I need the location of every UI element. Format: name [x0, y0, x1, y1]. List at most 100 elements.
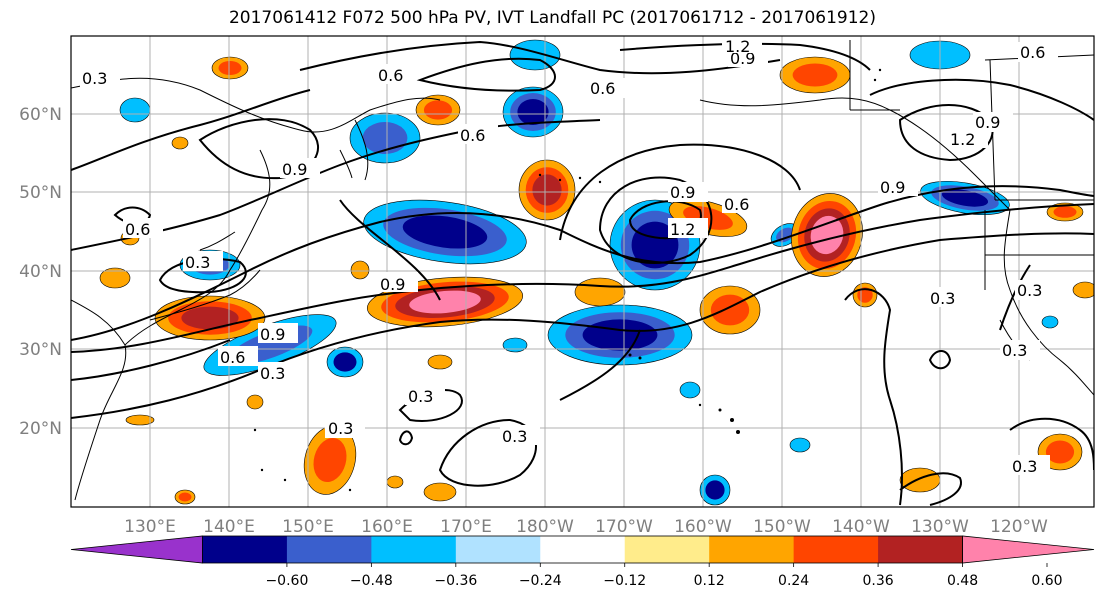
svg-text:0.6: 0.6 [220, 348, 245, 367]
svg-text:0.3: 0.3 [1002, 341, 1027, 360]
lat-tick-label: 60°N [19, 105, 62, 125]
map-frame [70, 35, 1095, 508]
lat-tick-label: 50°N [19, 183, 62, 203]
svg-text:0.6: 0.6 [460, 126, 485, 145]
colorbar-tick-label: −0.12 [603, 573, 646, 589]
svg-text:1.2: 1.2 [725, 37, 750, 56]
colorbar-tick-label: 0.24 [778, 573, 809, 589]
lon-tick-label: 170°W [595, 517, 653, 537]
colorbar-tick-labels: −0.60 −0.48 −0.36 −0.24 −0.12 0.12 0.24 0.36 0.4… [265, 563, 1063, 589]
colorbar-extend-low [70, 535, 203, 564]
latitude-labels: 60°N 50°N 40°N 30°N 20°N [19, 105, 62, 439]
lon-tick-label: 120°W [990, 517, 1048, 537]
map-area: 0.3 0.9 0.3 0.6 0.9 1.2 0.6 0.6 0.9 0.9 … [71, 36, 1094, 507]
colorbar-segment [540, 536, 626, 563]
pv-anomaly-patch [582, 319, 658, 351]
pv-anomaly-patch [386, 475, 404, 489]
colorbar-segment [878, 536, 964, 563]
colorbar-tick-label: 0.36 [863, 573, 894, 589]
lon-tick-label: 130°W [911, 517, 969, 537]
lon-tick-label: 170°E [440, 517, 492, 537]
pv-anomaly-patch [409, 290, 481, 314]
colorbar-tick-label: −0.24 [519, 573, 562, 589]
colorbar-extend-high [962, 535, 1095, 564]
pv-anomaly-patch [423, 482, 457, 502]
pv-anomaly-shading [99, 39, 1094, 506]
colorbar-segment [624, 536, 710, 563]
colorbar-tick-label: 0.48 [947, 573, 978, 589]
pv-anomaly-patch [99, 267, 131, 289]
pv-anomaly-patch [710, 294, 750, 326]
pv-anomaly-patch [705, 480, 725, 500]
lon-tick-label: 180°W [516, 517, 574, 537]
colorbar-tick-label: 0.60 [1031, 573, 1062, 589]
svg-text:0.9: 0.9 [282, 160, 307, 179]
svg-text:0.9: 0.9 [880, 178, 905, 197]
pv-anomaly-patch [532, 174, 562, 206]
svg-text:0.6: 0.6 [378, 66, 403, 85]
pv-anomaly-patch [350, 260, 370, 280]
colorbar-tick-label: −0.36 [434, 573, 477, 589]
svg-text:0.9: 0.9 [730, 49, 755, 68]
pv-anomaly-patch [1072, 281, 1094, 299]
colorbar-segment [371, 536, 457, 563]
lon-tick-label: 160°E [361, 517, 413, 537]
svg-text:0.9: 0.9 [380, 275, 405, 294]
map-gridlines [71, 36, 1094, 507]
lon-tick-label: 140°W [832, 517, 890, 537]
colorbar-segment [455, 536, 541, 563]
pv-anomaly-patch [574, 277, 626, 307]
svg-text:0.3: 0.3 [82, 69, 107, 88]
pv-anomaly-patch [218, 61, 242, 75]
svg-text:0.6: 0.6 [125, 220, 150, 239]
svg-text:0.9: 0.9 [975, 113, 1000, 132]
lon-tick-label: 140°E [203, 517, 255, 537]
svg-text:0.3: 0.3 [1017, 281, 1042, 300]
svg-text:0.6: 0.6 [590, 79, 615, 98]
pv-anomaly-patch [362, 122, 408, 154]
colorbar-tick-label: −0.48 [350, 573, 393, 589]
pv-anomaly-patch [313, 437, 347, 483]
pv-anomaly-patch [181, 306, 239, 330]
pv-anomaly-patch [125, 414, 155, 426]
svg-text:0.9: 0.9 [670, 183, 695, 202]
colorbar-segment [793, 536, 879, 563]
colorbar [70, 535, 1095, 564]
pv-anomaly-patch [631, 221, 679, 269]
svg-text:0.3: 0.3 [408, 387, 433, 406]
lat-tick-label: 40°N [19, 262, 62, 282]
lat-tick-label: 30°N [19, 340, 62, 360]
pv-anomaly-patch [792, 63, 838, 87]
svg-text:0.9: 0.9 [260, 325, 285, 344]
colorbar-segment [286, 536, 372, 563]
colorbar-tick-label: −0.60 [265, 573, 308, 589]
pv-anomaly-patch [517, 99, 549, 125]
pv-anomaly-patch [1053, 206, 1077, 218]
pv-anomaly-patch [423, 100, 453, 120]
pv-anomaly-patch [502, 337, 528, 353]
longitude-labels: 130°E 140°E 150°E 160°E 170°E 180°W 170°W 160°W… [124, 517, 1048, 537]
pv-anomaly-patch [333, 352, 357, 372]
colorbar-tick-label: 0.12 [694, 573, 725, 589]
colorbar-frame [202, 535, 963, 564]
map-title: 2017061412 F072 500 hPa PV, IVT Landfall… [228, 8, 876, 28]
pv-anomaly-patch [899, 467, 941, 493]
svg-text:0.3: 0.3 [328, 419, 353, 438]
pv-anomaly-patch [941, 189, 989, 207]
pv-anomaly-patch [789, 437, 811, 453]
svg-text:0.3: 0.3 [502, 427, 527, 446]
pv-anomaly-patch [427, 354, 453, 370]
colorbar-segment [202, 536, 288, 563]
lon-tick-label: 150°W [753, 517, 811, 537]
colorbar-segment [709, 536, 795, 563]
pv-anomaly-patch [679, 381, 701, 399]
svg-text:0.3: 0.3 [185, 253, 210, 272]
lon-tick-label: 150°E [282, 517, 334, 537]
svg-text:0.6: 0.6 [1020, 43, 1045, 62]
svg-text:0.3: 0.3 [260, 364, 285, 383]
contour-labels: 0.3 0.9 0.3 0.6 0.9 1.2 0.6 0.6 0.9 0.9 … [80, 37, 1058, 476]
pv-anomaly-patch [171, 136, 189, 150]
pv-anomaly-patch [1041, 315, 1059, 329]
lon-tick-label: 160°W [674, 517, 732, 537]
